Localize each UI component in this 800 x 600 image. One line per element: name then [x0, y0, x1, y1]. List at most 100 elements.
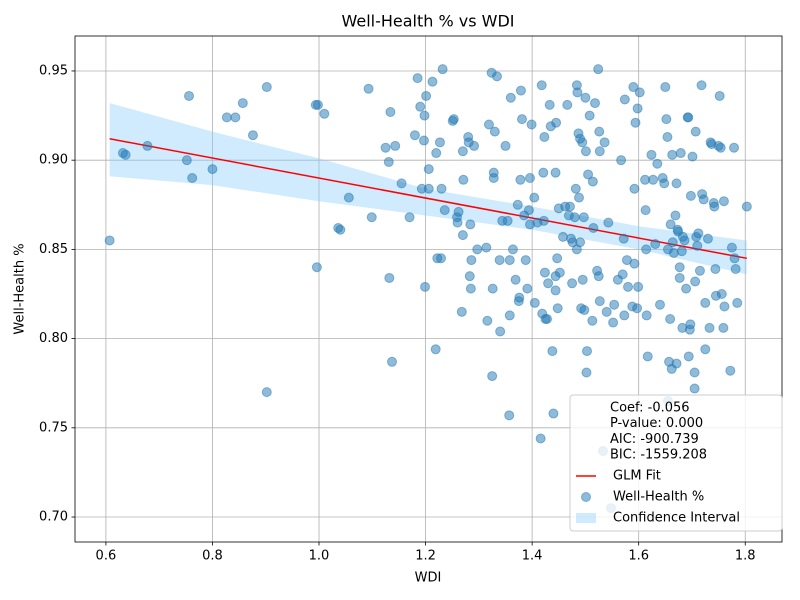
scatter-point [562, 99, 573, 110]
scatter-point [594, 146, 605, 157]
scatter-point [698, 194, 709, 205]
scatter-point [539, 131, 550, 142]
scatter-point [580, 92, 591, 103]
scatter-point [583, 169, 594, 180]
scatter-point [587, 315, 598, 326]
chart-title: Well-Health % vs WDI [341, 12, 514, 31]
scatter-point [494, 255, 505, 266]
y-tick-label: 0.70 [39, 510, 68, 525]
scatter-point [523, 205, 534, 216]
scatter-point [683, 351, 694, 362]
scatter-point [387, 356, 398, 367]
scatter-point [510, 274, 521, 285]
scatter-point [104, 235, 115, 246]
scatter-point [482, 315, 493, 326]
scatter-point [221, 112, 232, 123]
scatter-point [628, 82, 639, 93]
scatter-point [579, 305, 590, 316]
x-tick-label: 1.4 [522, 549, 543, 564]
scatter-point [457, 146, 468, 157]
scatter-point [578, 212, 589, 223]
plot-frame [74, 35, 783, 543]
legend-stat: Coef: -0.056 [610, 401, 690, 416]
confidence-band [109, 103, 747, 275]
scatter-point [504, 310, 515, 321]
scatter-point [593, 64, 604, 75]
scatter-point [542, 313, 553, 324]
scatter-point [681, 283, 692, 294]
scatter-point [434, 137, 445, 148]
scatter-point [670, 210, 681, 221]
scatter-point [732, 297, 743, 308]
scatter-point [431, 148, 442, 159]
legend-band-swatch [576, 513, 596, 523]
scatter-point [642, 351, 653, 362]
scatter-point [543, 278, 554, 289]
scatter-point [512, 199, 523, 210]
scatter-point [415, 101, 426, 112]
scatter-point [384, 272, 395, 283]
scatter-point [668, 247, 679, 258]
scatter-point [632, 103, 643, 114]
x-tick-label: 1.6 [628, 549, 649, 564]
scatter-point [674, 262, 685, 273]
scatter-point [671, 178, 682, 189]
scatter-point [504, 410, 515, 421]
scatter-point [421, 90, 432, 101]
scatter-point [704, 322, 715, 333]
scatter-point [623, 281, 634, 292]
scatter-point [237, 98, 248, 109]
y-tick-label: 0.85 [39, 242, 68, 257]
scatter-point [617, 269, 628, 280]
x-tick-label: 1.2 [415, 549, 436, 564]
scatter-point [423, 164, 434, 175]
scatter-point [646, 149, 657, 160]
scatter-point [489, 126, 500, 137]
scatter-point [580, 146, 591, 157]
scatter-point [640, 205, 651, 216]
scatter-point [667, 237, 678, 248]
scatter-point [601, 306, 612, 317]
y-tick-label: 0.90 [39, 153, 68, 168]
scatter-point [464, 271, 475, 282]
scatter-point [469, 140, 480, 151]
scatter-point [184, 90, 195, 101]
scatter-point [551, 117, 562, 128]
scatter-point [412, 73, 423, 84]
scatter-point [517, 114, 528, 125]
scatter-point [619, 94, 630, 105]
scatter-point [609, 299, 620, 310]
scatter-point [719, 301, 730, 312]
legend-stat: BIC: -1559.208 [610, 448, 707, 463]
scatter-point [495, 326, 506, 337]
scatter-point [687, 151, 698, 162]
legend-box [569, 394, 783, 532]
legend-label: Confidence Interval [613, 511, 740, 526]
scatter-point [311, 262, 322, 273]
x-axis-label: WDI [415, 571, 442, 586]
legend-stat: AIC: -900.739 [610, 432, 699, 447]
scatter-point [404, 212, 415, 223]
scatter-point [741, 201, 752, 212]
scatter-point [630, 117, 641, 128]
scatter-point [419, 110, 430, 121]
scatter-point [570, 183, 581, 194]
scatter-point [524, 173, 535, 184]
scatter-point [515, 174, 526, 185]
scatter-point [659, 178, 670, 189]
scatter-point [710, 264, 721, 275]
fit-line [109, 138, 747, 260]
scatter-point [522, 283, 533, 294]
y-axis-label: Well-Health % [13, 243, 28, 334]
legend-point-swatch [581, 492, 591, 502]
scatter-point [654, 299, 665, 310]
scatter-point [554, 267, 565, 278]
scatter-point [689, 383, 700, 394]
scatter-point [436, 183, 447, 194]
scatter-point [676, 246, 687, 257]
scatter-point [685, 319, 696, 330]
scatter-point [502, 215, 513, 226]
x-tick-label: 1.0 [309, 549, 330, 564]
scatter-point [487, 283, 498, 294]
